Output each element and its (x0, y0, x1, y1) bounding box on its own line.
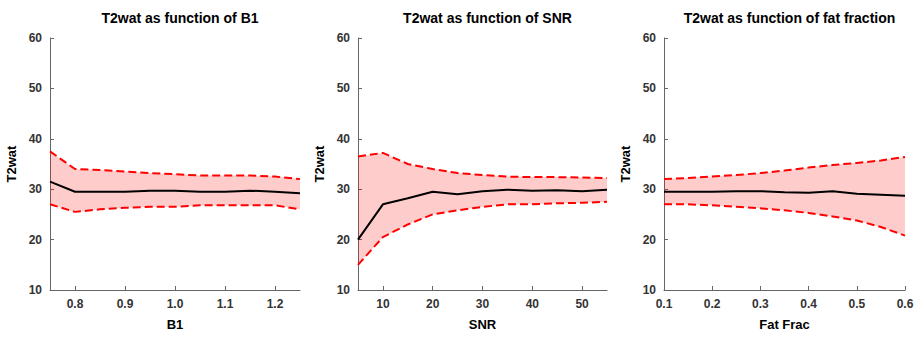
svg-text:50: 50 (575, 297, 589, 311)
svg-text:1.2: 1.2 (267, 297, 284, 311)
svg-text:10: 10 (376, 297, 390, 311)
svg-text:50: 50 (337, 81, 351, 95)
svg-text:T2wat as function of B1: T2wat as function of B1 (101, 10, 258, 26)
svg-text:20: 20 (643, 233, 657, 247)
svg-text:40: 40 (526, 297, 540, 311)
svg-text:20: 20 (337, 233, 351, 247)
svg-text:0.4: 0.4 (800, 297, 817, 311)
svg-text:20: 20 (29, 233, 43, 247)
svg-text:50: 50 (643, 81, 657, 95)
svg-text:40: 40 (337, 132, 351, 146)
svg-text:10: 10 (337, 283, 351, 297)
svg-text:0.5: 0.5 (848, 297, 865, 311)
svg-text:20: 20 (426, 297, 440, 311)
svg-text:1.0: 1.0 (167, 297, 184, 311)
svg-text:30: 30 (29, 182, 43, 196)
svg-text:10: 10 (643, 283, 657, 297)
svg-text:50: 50 (29, 81, 43, 95)
svg-text:60: 60 (29, 31, 43, 45)
svg-text:T2wat: T2wat (312, 145, 327, 183)
svg-text:0.2: 0.2 (704, 297, 721, 311)
svg-text:30: 30 (476, 297, 490, 311)
svg-text:60: 60 (337, 31, 351, 45)
svg-text:0.3: 0.3 (752, 297, 769, 311)
svg-text:0.9: 0.9 (117, 297, 134, 311)
svg-text:T2wat as function of fat fract: T2wat as function of fat fraction (684, 10, 896, 26)
svg-text:40: 40 (643, 132, 657, 146)
svg-text:1.1: 1.1 (217, 297, 234, 311)
svg-text:60: 60 (643, 31, 657, 45)
svg-text:T2wat: T2wat (4, 145, 19, 183)
svg-text:T2wat: T2wat (618, 145, 633, 183)
svg-text:SNR: SNR (469, 317, 497, 332)
svg-text:30: 30 (643, 182, 657, 196)
svg-text:40: 40 (29, 132, 43, 146)
svg-text:B1: B1 (167, 317, 184, 332)
svg-text:0.1: 0.1 (656, 297, 673, 311)
svg-text:Fat Frac: Fat Frac (759, 317, 810, 332)
svg-text:30: 30 (337, 182, 351, 196)
svg-text:10: 10 (29, 283, 43, 297)
svg-text:T2wat as function of SNR: T2wat as function of SNR (403, 10, 572, 26)
svg-text:0.6: 0.6 (897, 297, 914, 311)
svg-text:0.8: 0.8 (67, 297, 84, 311)
